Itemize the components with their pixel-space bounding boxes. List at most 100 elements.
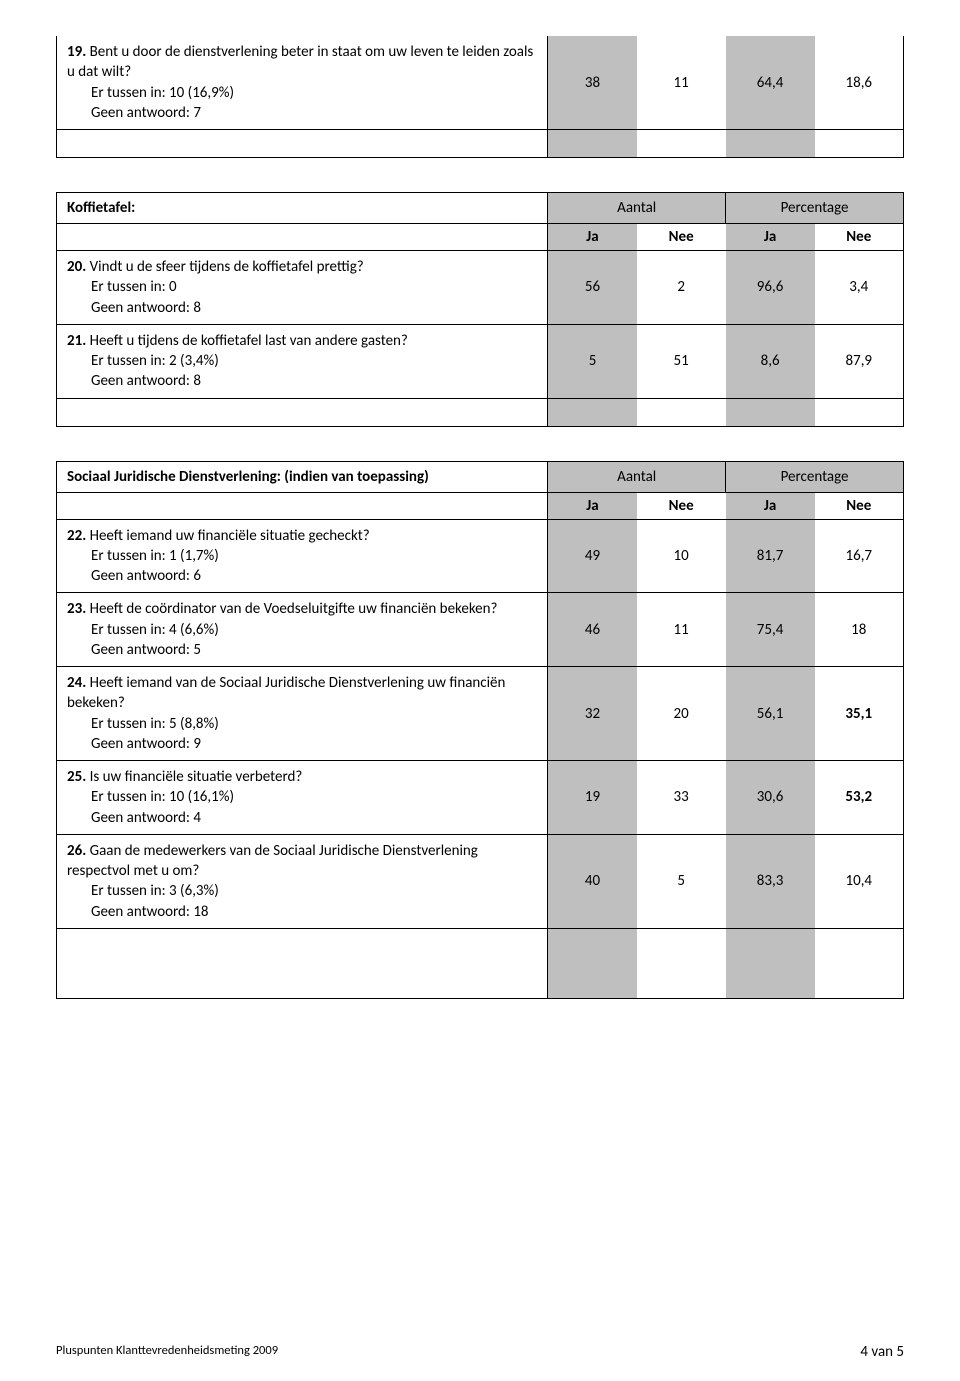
column-group: Percentage <box>726 461 904 492</box>
value-cell: 33 <box>637 761 726 835</box>
table-row: 25. Is uw financiële situatie verbeterd?… <box>57 761 904 835</box>
header-row: Sociaal Juridische Dienstverlening: (ind… <box>57 461 904 492</box>
table-row: 26. Gaan de medewerkers van de Sociaal J… <box>57 834 904 928</box>
value-cell: 81,7 <box>726 519 815 593</box>
column-group: Aantal <box>548 461 726 492</box>
value-cell: 96,6 <box>726 251 815 325</box>
value-cell: 3,4 <box>815 251 904 325</box>
subheader-row: Ja Nee Ja Nee <box>57 492 904 519</box>
value-cell: 53,2 <box>815 761 904 835</box>
value-cell: 8,6 <box>726 324 815 398</box>
column-header: Ja <box>548 224 637 251</box>
question-text: Heeft iemand van de Sociaal Juridische D… <box>67 674 505 712</box>
value-cell: 16,7 <box>815 519 904 593</box>
table-section-b: Koffietafel: Aantal Percentage Ja Nee Ja… <box>56 192 904 427</box>
column-header: Ja <box>726 224 815 251</box>
section-title: Sociaal Juridische Dienstverlening: (ind… <box>57 461 548 492</box>
column-header: Ja <box>548 492 637 519</box>
footer-right: 4 van 5 <box>860 1343 904 1361</box>
question-sub: Geen antwoord: 7 <box>67 103 537 123</box>
value-cell: 51 <box>637 324 726 398</box>
question-number: 19. <box>67 43 86 61</box>
value-cell: 35,1 <box>815 667 904 761</box>
value-cell: 38 <box>548 36 637 130</box>
table-row: 24. Heeft iemand van de Sociaal Juridisc… <box>57 667 904 761</box>
spacer-row <box>57 130 904 158</box>
question-sub: Geen antwoord: 8 <box>67 298 537 318</box>
question-text: Bent u door de dienstverlening beter in … <box>67 43 533 81</box>
value-cell: 64,4 <box>726 36 815 130</box>
question-text: Is uw financiële situatie verbeterd? <box>90 768 303 786</box>
question-number: 22. <box>67 527 86 545</box>
question-sub: Er tussen in: 10 (16,9%) <box>67 83 537 103</box>
value-cell: 5 <box>637 834 726 928</box>
question-sub: Er tussen in: 2 (3,4%) <box>67 351 537 371</box>
question-number: 21. <box>67 332 86 350</box>
spacer-row <box>57 398 904 426</box>
question-sub: Er tussen in: 10 (16,1%) <box>67 787 537 807</box>
section-title: Koffietafel: <box>57 193 548 224</box>
spacer-row <box>57 928 904 998</box>
question-sub: Geen antwoord: 4 <box>67 808 537 828</box>
column-header: Nee <box>815 224 904 251</box>
footer-left: Pluspunten Klanttevredenheidsmeting 2009 <box>56 1343 278 1361</box>
question-number: 23. <box>67 600 86 618</box>
section-gap <box>56 427 904 461</box>
table-row: 19. Bent u door de dienstverlening beter… <box>57 36 904 130</box>
value-cell: 83,3 <box>726 834 815 928</box>
value-cell: 11 <box>637 36 726 130</box>
question-text: Gaan de medewerkers van de Sociaal Jurid… <box>67 842 478 880</box>
column-header: Nee <box>637 224 726 251</box>
question-sub: Er tussen in: 3 (6,3%) <box>67 881 537 901</box>
question-number: 25. <box>67 768 86 786</box>
value-cell: 18,6 <box>815 36 904 130</box>
column-group: Percentage <box>726 193 904 224</box>
value-cell: 46 <box>548 593 637 667</box>
value-cell: 32 <box>548 667 637 761</box>
column-header: Ja <box>726 492 815 519</box>
question-sub: Er tussen in: 0 <box>67 277 537 297</box>
column-header: Nee <box>637 492 726 519</box>
question-number: 24. <box>67 674 86 692</box>
value-cell: 56 <box>548 251 637 325</box>
question-sub: Geen antwoord: 5 <box>67 640 537 660</box>
header-row: Koffietafel: Aantal Percentage <box>57 193 904 224</box>
page-footer: Pluspunten Klanttevredenheidsmeting 2009… <box>56 1343 904 1361</box>
page: 19. Bent u door de dienstverlening beter… <box>0 0 960 1381</box>
question-text: Heeft u tijdens de koffietafel last van … <box>90 332 408 350</box>
question-sub: Geen antwoord: 9 <box>67 734 537 754</box>
column-group: Aantal <box>548 193 726 224</box>
question-sub: Er tussen in: 4 (6,6%) <box>67 620 537 640</box>
table-row: 20. Vindt u de sfeer tijdens de koffieta… <box>57 251 904 325</box>
value-cell: 18 <box>815 593 904 667</box>
question-number: 26. <box>67 842 86 860</box>
table-row: 22. Heeft iemand uw financiële situatie … <box>57 519 904 593</box>
subheader-row: Ja Nee Ja Nee <box>57 224 904 251</box>
question-sub: Er tussen in: 5 (8,8%) <box>67 714 537 734</box>
question-number: 20. <box>67 258 86 276</box>
section-gap <box>56 158 904 192</box>
table-section-c: Sociaal Juridische Dienstverlening: (ind… <box>56 461 904 999</box>
table-section-a: 19. Bent u door de dienstverlening beter… <box>56 36 904 158</box>
value-cell: 30,6 <box>726 761 815 835</box>
value-cell: 10 <box>637 519 726 593</box>
value-cell: 5 <box>548 324 637 398</box>
value-cell: 56,1 <box>726 667 815 761</box>
value-cell: 20 <box>637 667 726 761</box>
question-text: Heeft iemand uw financiële situatie gech… <box>90 527 370 545</box>
table-row: 21. Heeft u tijdens de koffietafel last … <box>57 324 904 398</box>
question-text: Vindt u de sfeer tijdens de koffietafel … <box>90 258 364 276</box>
question-sub: Geen antwoord: 18 <box>67 902 537 922</box>
value-cell: 19 <box>548 761 637 835</box>
column-header: Nee <box>815 492 904 519</box>
question-text: Heeft de coördinator van de Voedseluitgi… <box>90 600 498 618</box>
value-cell: 49 <box>548 519 637 593</box>
value-cell: 11 <box>637 593 726 667</box>
value-cell: 87,9 <box>815 324 904 398</box>
value-cell: 10,4 <box>815 834 904 928</box>
question-sub: Geen antwoord: 8 <box>67 371 537 391</box>
value-cell: 2 <box>637 251 726 325</box>
question-sub: Er tussen in: 1 (1,7%) <box>67 546 537 566</box>
table-row: 23. Heeft de coördinator van de Voedselu… <box>57 593 904 667</box>
value-cell: 40 <box>548 834 637 928</box>
